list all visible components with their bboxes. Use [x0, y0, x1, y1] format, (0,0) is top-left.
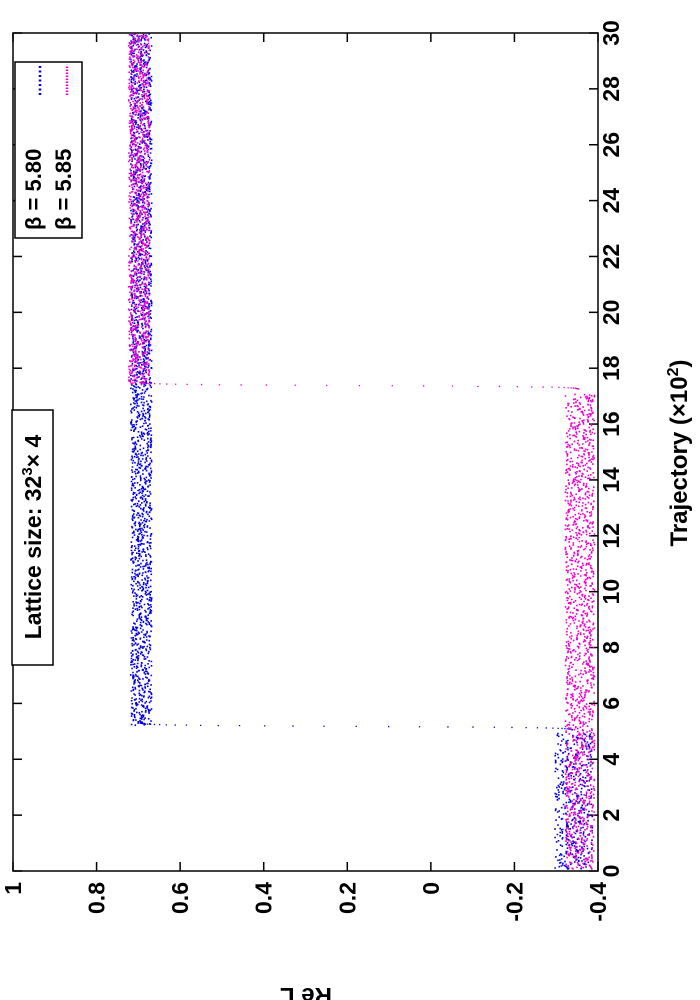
- series-points: [127, 33, 596, 870]
- tick-group: [12, 32, 599, 872]
- x-tick-label: 30: [598, 20, 624, 46]
- series-580: [130, 33, 594, 870]
- y-tick-label: 0.2: [334, 882, 360, 914]
- y-tick-label: 0: [418, 882, 444, 895]
- y-tick-label: -0.2: [501, 882, 527, 922]
- legend-entry-beta-585: β = 5.85: [51, 65, 76, 230]
- y-tick-label: 1: [0, 882, 26, 895]
- x-tick-label: 24: [598, 188, 624, 214]
- y-tick-label: 0.8: [84, 882, 110, 914]
- x-tick-label: 10: [598, 579, 624, 605]
- x-tick-label: 28: [598, 76, 624, 102]
- y-tick-label: 0.4: [251, 882, 277, 914]
- x-tick-label: 6: [598, 697, 624, 710]
- x-tick-label: 4: [598, 753, 624, 766]
- lattice-annotation: Lattice size: 323× 4: [11, 409, 54, 666]
- y-tick-labels: -0.4 -0.2 0 0.2 0.4 0.6 0.8 1: [0, 882, 611, 922]
- x-tick-label: 2: [598, 809, 624, 822]
- x-tick-label: 18: [598, 355, 624, 381]
- series-points: [130, 33, 594, 870]
- x-tick-label: 8: [598, 641, 624, 654]
- plot-frame: [12, 32, 599, 872]
- y-axis-label: Re L: [280, 982, 332, 1000]
- x-tick-label: 16: [598, 411, 624, 437]
- legend-label-beta-580: β = 5.80: [21, 149, 46, 230]
- x-tick-label: 26: [598, 132, 624, 158]
- legend-entry-beta-580: β = 5.80: [21, 65, 46, 230]
- x-tick-label: 14: [598, 467, 624, 493]
- svg-text:Lattice size: 323× 4: Lattice size: 323× 4: [19, 434, 46, 639]
- x-tick-label: 12: [598, 523, 624, 549]
- legend: β = 5.80 β = 5.85: [14, 61, 83, 239]
- series-585: [127, 33, 596, 870]
- x-tick-label: 22: [598, 244, 624, 270]
- series-layer: [127, 33, 596, 870]
- x-tick-label: 20: [598, 300, 624, 326]
- y-tick-label: 0.6: [167, 882, 193, 914]
- x-tick-label: 0: [598, 865, 624, 878]
- y-tick-label: -0.4: [585, 882, 611, 922]
- legend-label-beta-585: β = 5.85: [51, 149, 76, 230]
- x-axis-label: Trajectory (×102): [665, 359, 693, 546]
